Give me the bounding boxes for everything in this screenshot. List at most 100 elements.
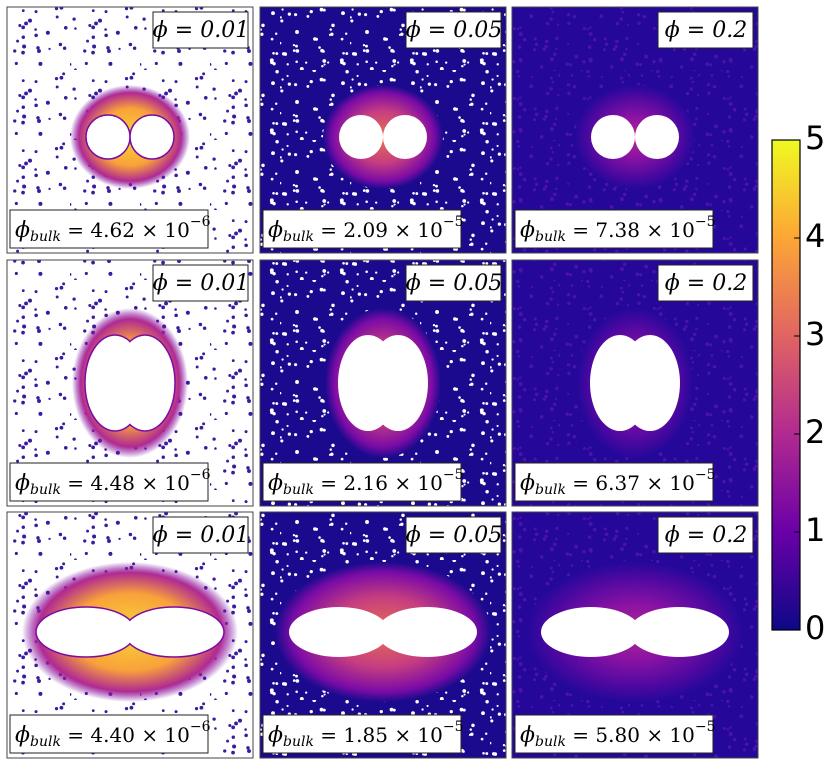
label-box bbox=[405, 11, 502, 49]
bulk-subscript: bulk bbox=[30, 229, 61, 245]
colorbar-tick-label: 1 bbox=[805, 511, 825, 549]
label-box bbox=[9, 209, 209, 249]
panel: ϕ = 0.05 ϕbulk = 2.09 × 10−5 bbox=[259, 6, 507, 254]
panel-frame bbox=[511, 259, 759, 507]
bulk-label: ϕbulk = 1.85 × 10−5 bbox=[268, 719, 464, 750]
panel-frame bbox=[511, 511, 759, 759]
label-box bbox=[405, 264, 502, 302]
particle-fill bbox=[37, 608, 135, 656]
particle-fill bbox=[125, 608, 223, 656]
bulk-subscript: bulk bbox=[30, 734, 61, 750]
bulk-value: = 4.48 × 10 bbox=[61, 471, 190, 495]
label-box bbox=[514, 714, 714, 754]
label-box bbox=[514, 462, 714, 502]
particle-fill bbox=[630, 608, 728, 656]
bulk-subscript: bulk bbox=[283, 482, 314, 498]
bulk-subscript: bulk bbox=[535, 229, 566, 245]
bulk-subscript: bulk bbox=[535, 734, 566, 750]
phi-label: ϕ = 0.05 bbox=[406, 523, 502, 548]
bulk-label: ϕbulk = 2.09 × 10−5 bbox=[268, 214, 464, 245]
label-box bbox=[262, 714, 462, 754]
bulk-label: ϕbulk = 5.80 × 10−5 bbox=[520, 719, 716, 750]
label-box bbox=[657, 264, 754, 302]
label-box bbox=[514, 209, 714, 249]
panel-frame bbox=[259, 6, 507, 254]
label-box bbox=[9, 714, 209, 754]
bulk-exponent: −5 bbox=[443, 214, 464, 230]
bulk-value: = 4.62 × 10 bbox=[61, 218, 190, 242]
panel: ϕ = 0.01 ϕbulk = 4.62 × 10−6 bbox=[6, 6, 254, 254]
particle-fill bbox=[131, 116, 173, 158]
panel: ϕ = 0.05 ϕbulk = 2.16 × 10−5 bbox=[259, 259, 507, 507]
colorbar-tick-label: 4 bbox=[805, 217, 825, 255]
bulk-exponent: −5 bbox=[695, 467, 716, 483]
label-box bbox=[152, 516, 249, 554]
bulk-label: ϕbulk = 4.48 × 10−6 bbox=[15, 467, 211, 498]
bulk-subscript: bulk bbox=[283, 229, 314, 245]
particle-fill bbox=[592, 116, 634, 158]
phi-label: ϕ = 0.2 bbox=[665, 523, 747, 548]
bulk-symbol: ϕ bbox=[520, 723, 535, 748]
phi-label: ϕ = 0.01 bbox=[153, 271, 249, 296]
bulk-value: = 5.80 × 10 bbox=[566, 723, 695, 747]
label-box bbox=[9, 462, 209, 502]
particle-fill bbox=[384, 116, 426, 158]
phi-label: ϕ = 0.05 bbox=[406, 271, 502, 296]
colorbar: 0 1 2 3 4 5 bbox=[771, 119, 825, 647]
bulk-subscript: bulk bbox=[535, 482, 566, 498]
panel-frame bbox=[511, 6, 759, 254]
bulk-exponent: −5 bbox=[695, 719, 716, 735]
bulk-label: ϕbulk = 7.38 × 10−5 bbox=[520, 214, 716, 245]
label-box bbox=[405, 516, 502, 554]
phi-label: ϕ = 0.2 bbox=[665, 271, 747, 296]
particle-fill bbox=[290, 608, 388, 656]
label-box bbox=[152, 11, 249, 49]
label-box bbox=[657, 516, 754, 554]
particle-fill bbox=[621, 336, 679, 430]
particle-fill bbox=[369, 336, 427, 430]
label-box bbox=[152, 264, 249, 302]
particle-fill bbox=[378, 608, 476, 656]
panel: ϕ = 0.2 ϕbulk = 5.80 × 10−5 bbox=[511, 511, 759, 759]
bulk-symbol: ϕ bbox=[15, 471, 30, 496]
panel-frame bbox=[6, 511, 254, 759]
bulk-value: = 2.09 × 10 bbox=[314, 218, 443, 242]
panel-frame bbox=[259, 259, 507, 507]
bulk-value: = 2.16 × 10 bbox=[314, 471, 443, 495]
bulk-value: = 7.38 × 10 bbox=[566, 218, 695, 242]
colorbar-tick-label: 2 bbox=[805, 413, 825, 451]
bulk-label: ϕbulk = 2.16 × 10−5 bbox=[268, 467, 464, 498]
label-box bbox=[262, 462, 462, 502]
phi-label: ϕ = 0.2 bbox=[665, 18, 747, 43]
bulk-symbol: ϕ bbox=[268, 723, 283, 748]
bulk-symbol: ϕ bbox=[268, 471, 283, 496]
bulk-value: = 1.85 × 10 bbox=[314, 723, 443, 747]
panel-frame bbox=[6, 259, 254, 507]
particle-fill bbox=[116, 336, 174, 430]
bulk-exponent: −5 bbox=[695, 214, 716, 230]
bulk-subscript: bulk bbox=[30, 482, 61, 498]
bulk-symbol: ϕ bbox=[520, 218, 535, 243]
bulk-symbol: ϕ bbox=[268, 218, 283, 243]
panel: ϕ = 0.2 ϕbulk = 7.38 × 10−5 bbox=[511, 6, 759, 254]
panel: ϕ = 0.01 ϕbulk = 4.40 × 10−6 bbox=[6, 511, 254, 759]
bulk-label: ϕbulk = 4.62 × 10−6 bbox=[15, 214, 211, 245]
bulk-value: = 4.40 × 10 bbox=[61, 723, 190, 747]
particle-fill bbox=[87, 116, 129, 158]
panel-frame bbox=[6, 6, 254, 254]
label-box bbox=[262, 209, 462, 249]
colorbar-tick-label: 3 bbox=[805, 315, 825, 353]
bulk-exponent: −6 bbox=[190, 467, 211, 483]
phi-label: ϕ = 0.01 bbox=[153, 18, 249, 43]
bulk-subscript: bulk bbox=[283, 734, 314, 750]
bulk-value: = 6.37 × 10 bbox=[566, 471, 695, 495]
bulk-exponent: −5 bbox=[443, 467, 464, 483]
panel: ϕ = 0.05 ϕbulk = 1.85 × 10−5 bbox=[259, 511, 507, 759]
label-box bbox=[657, 11, 754, 49]
colorbar-tick-label: 5 bbox=[805, 119, 825, 157]
colorbar-tick-label: 0 bbox=[805, 609, 825, 647]
panel: ϕ = 0.01 ϕbulk = 4.48 × 10−6 bbox=[6, 259, 254, 507]
particle-fill bbox=[542, 608, 640, 656]
bulk-symbol: ϕ bbox=[520, 471, 535, 496]
bulk-symbol: ϕ bbox=[15, 218, 30, 243]
